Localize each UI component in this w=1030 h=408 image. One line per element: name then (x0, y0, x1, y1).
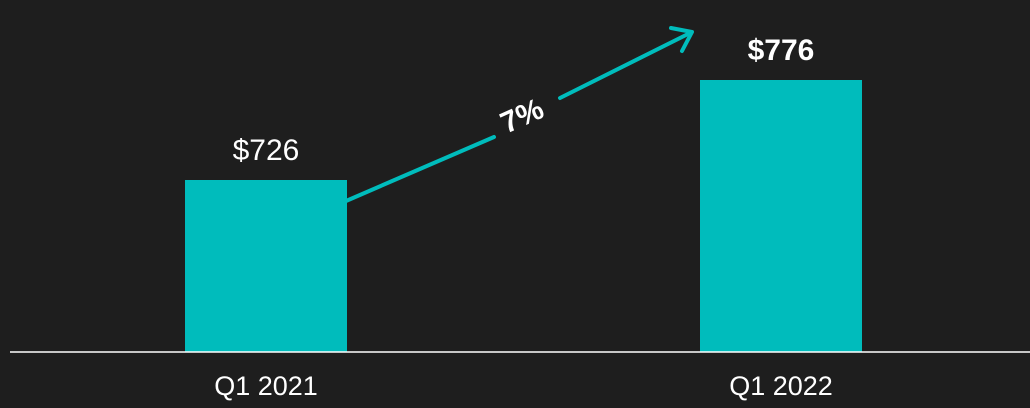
growth-percentage-label: 7% (496, 92, 549, 140)
value-label-q1-2021: $726 (233, 134, 300, 167)
growth-arrow-line-end (558, 31, 692, 100)
category-label-q1-2021: Q1 2021 (214, 371, 318, 401)
bars-group (185, 80, 862, 352)
value-label-q1-2022: $776 (748, 34, 815, 67)
category-label-q1-2022: Q1 2022 (729, 371, 833, 401)
growth-arrow (344, 26, 694, 203)
bar-q1-2022 (700, 80, 862, 352)
growth-arrow-line-start (344, 135, 496, 203)
arrow-head-icon (669, 26, 694, 53)
bar-q1-2021 (185, 180, 347, 352)
